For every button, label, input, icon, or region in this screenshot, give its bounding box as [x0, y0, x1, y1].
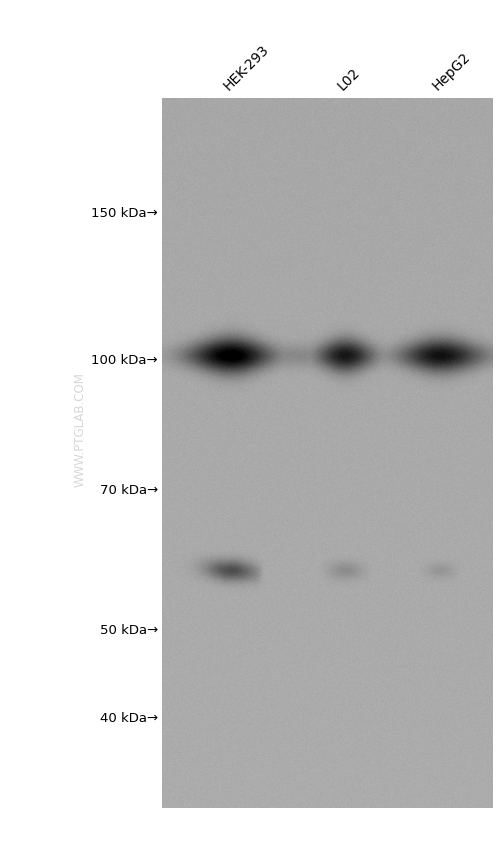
Text: WWW.PTGLAB.COM: WWW.PTGLAB.COM [74, 372, 86, 487]
Text: 150 kDa→: 150 kDa→ [91, 207, 158, 219]
Text: 40 kDa→: 40 kDa→ [100, 711, 158, 724]
Text: 70 kDa→: 70 kDa→ [100, 484, 158, 496]
Text: HEK-293: HEK-293 [221, 42, 272, 93]
Text: 100 kDa→: 100 kDa→ [92, 354, 158, 366]
Text: L02: L02 [335, 65, 363, 93]
Text: HepG2: HepG2 [430, 49, 474, 93]
Text: 50 kDa→: 50 kDa→ [100, 624, 158, 637]
